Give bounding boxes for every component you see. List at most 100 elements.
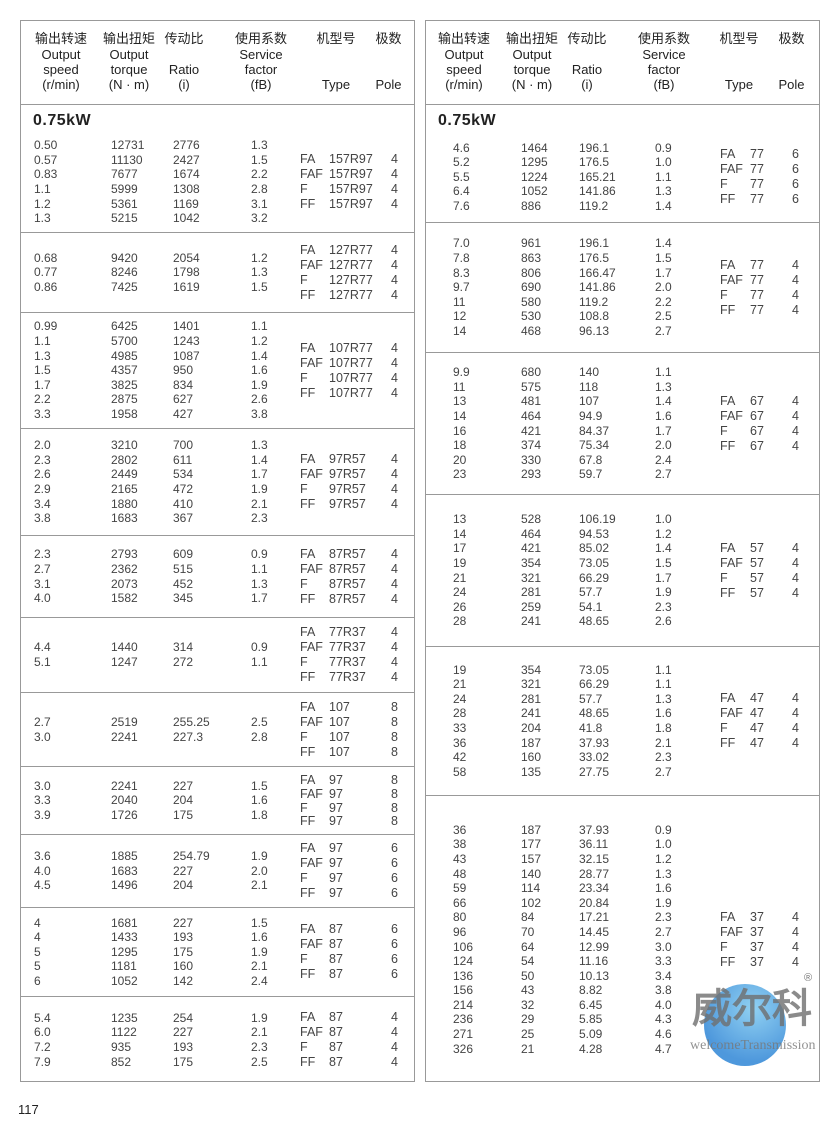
output-torque: 528 (521, 512, 542, 527)
output-speed: 1.1 (34, 182, 51, 196)
ratio: 1401 (173, 319, 200, 334)
service-factor: 1.5 (655, 555, 672, 570)
ratio: 345 (173, 591, 194, 606)
table-section: 0.75kW 4.6 1464 196.1 0.9 5.2 1295 176.5 1.0 5.5 1… (426, 104, 819, 223)
type-prefix: FAF (300, 355, 323, 370)
table-row: 24 281 57.7 1.3 (426, 692, 819, 707)
table-row: 19 354 73.05 1.1 (426, 663, 819, 678)
service-factor: 1.0 (655, 512, 672, 527)
type-row: F 97R57 4 (21, 482, 414, 497)
service-factor: 1.0 (655, 837, 672, 852)
header-en: factor (647, 62, 681, 77)
table-row: 0.57 11130 2427 1.5 (21, 153, 414, 168)
pole: 8 (391, 800, 398, 815)
table-row: 3.3 1958 427 3.8 (21, 407, 414, 422)
type-row: FAF 77R37 4 (21, 640, 414, 655)
type-model: 47 (750, 706, 764, 720)
type-row: FF 97 6 (21, 886, 414, 901)
pole: 4 (391, 1040, 398, 1054)
service-factor: 4.3 (655, 1012, 672, 1027)
service-factor: 2.8 (251, 729, 268, 744)
table-row: 7.9 852 175 2.5 (21, 1055, 414, 1070)
output-speed: 4 (34, 915, 41, 930)
ratio: 10.13 (579, 968, 610, 983)
output-torque: 7425 (111, 279, 138, 294)
output-torque: 5215 (111, 211, 138, 226)
pole: 4 (391, 385, 398, 400)
table-row: 5.4 1235 254 1.9 (21, 1011, 414, 1026)
type-model: 77R37 (329, 625, 366, 639)
pole: 6 (391, 886, 398, 900)
service-factor: 1.9 (251, 377, 268, 392)
table-row: 18 374 75.34 2.0 (426, 438, 819, 453)
service-factor: 1.3 (655, 691, 672, 706)
service-factor: 1.6 (251, 793, 268, 808)
ratio: 1042 (173, 211, 200, 226)
type-prefix: FA (720, 147, 736, 161)
output-speed: 2.6 (34, 467, 51, 482)
type-prefix: FA (720, 393, 736, 408)
header-en (301, 62, 371, 77)
table-row: 96 70 14.45 2.7 (426, 925, 819, 940)
output-torque: 935 (111, 1040, 132, 1054)
pole: 4 (792, 736, 799, 750)
pole: 6 (792, 162, 799, 176)
type-model: 87 (329, 952, 343, 966)
type-row: FF 97 8 (21, 814, 414, 828)
table-row: 7.0 961 196.1 1.4 (426, 236, 819, 251)
pole: 6 (391, 922, 398, 936)
output-torque: 2241 (111, 778, 138, 793)
output-torque: 354 (521, 555, 542, 570)
table-row: 1.1 5700 1243 1.2 (21, 334, 414, 349)
type-prefix: FF (300, 591, 316, 606)
header-en (366, 47, 411, 62)
data-rows: 0.50 12731 2776 1.3 0.57 11130 2427 1.5 0.83 7677… (21, 138, 414, 226)
header-cn: 输出扭矩 (505, 31, 558, 46)
output-speed: 156 (453, 983, 474, 998)
type-prefix: FA (300, 1010, 316, 1024)
type-prefix: FA (300, 340, 316, 355)
type-model: 77R37 (329, 670, 366, 684)
table-row: 3.8 1683 367 2.3 (21, 511, 414, 526)
table-section: 13 528 106.19 1.0 14 464 94.53 1.2 17 421 85.02 1.4… (426, 495, 819, 647)
type-model: 77 (750, 147, 764, 161)
ratio: 452 (173, 576, 194, 591)
service-factor: 1.3 (251, 265, 268, 280)
table-section: 2.3 2793 609 0.9 2.7 2362 515 1.1 3.1 2073 452 1.3 4… (21, 536, 414, 618)
table-row: 13 528 106.19 1.0 (426, 512, 819, 527)
type-prefix: FA (720, 909, 736, 924)
type-model: 37 (750, 939, 764, 954)
header-cn: 极数 (778, 31, 805, 46)
table-row: 3.0 2241 227 1.5 (21, 779, 414, 794)
type-row: FA 97 8 (21, 773, 414, 787)
type-prefix: FA (300, 773, 316, 787)
ratio: 32.15 (579, 851, 610, 866)
service-factor: 1.6 (655, 408, 672, 423)
type-prefix: F (300, 871, 308, 885)
type-row: FAF 127R77 4 (21, 258, 414, 273)
output-speed: 43 (453, 851, 467, 866)
type-model: 77 (750, 177, 764, 191)
table-row: 2.6 2449 534 1.7 (21, 467, 414, 482)
type-model: 157R97 (329, 197, 373, 211)
type-model: 37 (750, 924, 764, 939)
type-list: FA 77R37 4 FAF 77R37 4 F 77R37 4 FF 77R37 4 (21, 624, 414, 686)
output-torque: 1496 (111, 878, 138, 893)
table-row: 3.4 1880 410 2.1 (21, 497, 414, 512)
type-row: F 77R37 4 (21, 655, 414, 670)
service-factor: 2.7 (655, 467, 672, 482)
header-en: Ratio (168, 62, 200, 77)
output-speed: 214 (453, 997, 474, 1012)
output-torque: 9420 (111, 250, 138, 265)
table-row: 20 330 67.8 2.4 (426, 453, 819, 468)
type-row: F 107R77 4 (21, 371, 414, 386)
service-factor: 0.9 (251, 640, 268, 655)
table-row: 21 321 66.29 1.7 (426, 571, 819, 586)
service-factor: 1.9 (655, 585, 672, 600)
type-model: 77 (750, 192, 764, 206)
type-model: 157R97 (329, 152, 373, 166)
table-row: 4.0 1683 227 2.0 (21, 864, 414, 879)
type-row: FF 57 4 (426, 586, 819, 601)
pole: 4 (391, 370, 398, 385)
ratio: 94.53 (579, 526, 610, 541)
